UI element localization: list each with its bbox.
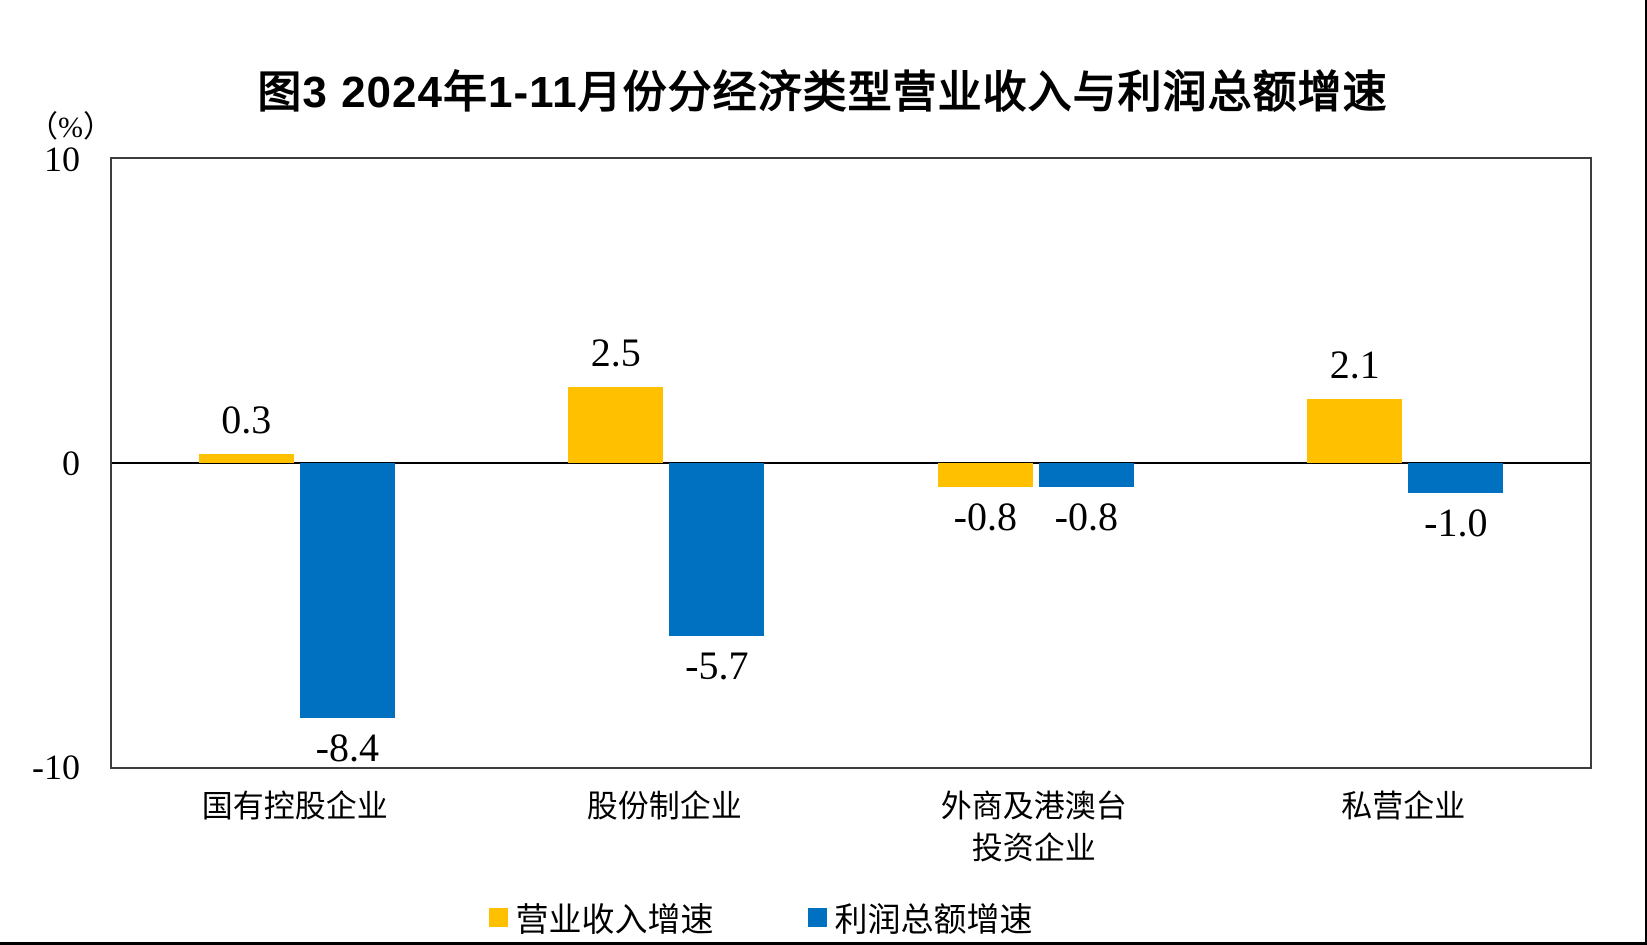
chart-title: 图3 2024年1-11月份分经济类型营业收入与利润总额增速: [257, 68, 1388, 117]
bar-value-label: -0.8: [1054, 494, 1118, 540]
bar: [198, 453, 294, 463]
bar-value-label: 2.1: [1329, 342, 1380, 388]
y-axis-unit-label: （%）: [28, 111, 113, 144]
legend-label: 营业收入增速: [515, 903, 714, 939]
legend-label: 利润总额增速: [834, 903, 1033, 939]
bar-value-label: -8.4: [315, 725, 379, 771]
bar: [1038, 463, 1134, 488]
x-category-label: 外商及港澳台 投资企业: [940, 789, 1127, 866]
bar-value-label: -1.0: [1424, 500, 1488, 546]
x-category-label: 私营企业: [1341, 789, 1466, 824]
bar: [299, 463, 395, 719]
bar-value-label: 2.5: [590, 330, 641, 375]
zero-baseline: [112, 462, 1590, 464]
legend-swatch: [488, 907, 508, 927]
x-category-label: 股份制企业: [586, 789, 742, 824]
y-tick-label: -10: [32, 747, 80, 787]
legend-item: 利润总额增速: [807, 893, 1033, 941]
legend: 营业收入增速 利润总额增速: [0, 893, 1583, 941]
bar: [1408, 463, 1504, 494]
bar: [568, 387, 664, 463]
bar: [669, 463, 765, 637]
plot-area: 0.3 -8.4 2.5 -5.7 -0.8 -0.8 2.1 -1.0: [110, 157, 1592, 771]
y-tick-label: 10: [44, 139, 80, 179]
legend-item: 营业收入增速: [488, 893, 714, 941]
legend-swatch: [807, 907, 827, 927]
y-tick-label: 0: [62, 443, 80, 483]
bar: [937, 463, 1033, 488]
x-category-label: 国有控股企业: [201, 789, 388, 824]
bar-value-label: 0.3: [221, 396, 272, 442]
bar: [1307, 399, 1403, 463]
bar-value-label: -0.8: [953, 494, 1017, 540]
bar-value-label: -5.7: [685, 643, 749, 689]
